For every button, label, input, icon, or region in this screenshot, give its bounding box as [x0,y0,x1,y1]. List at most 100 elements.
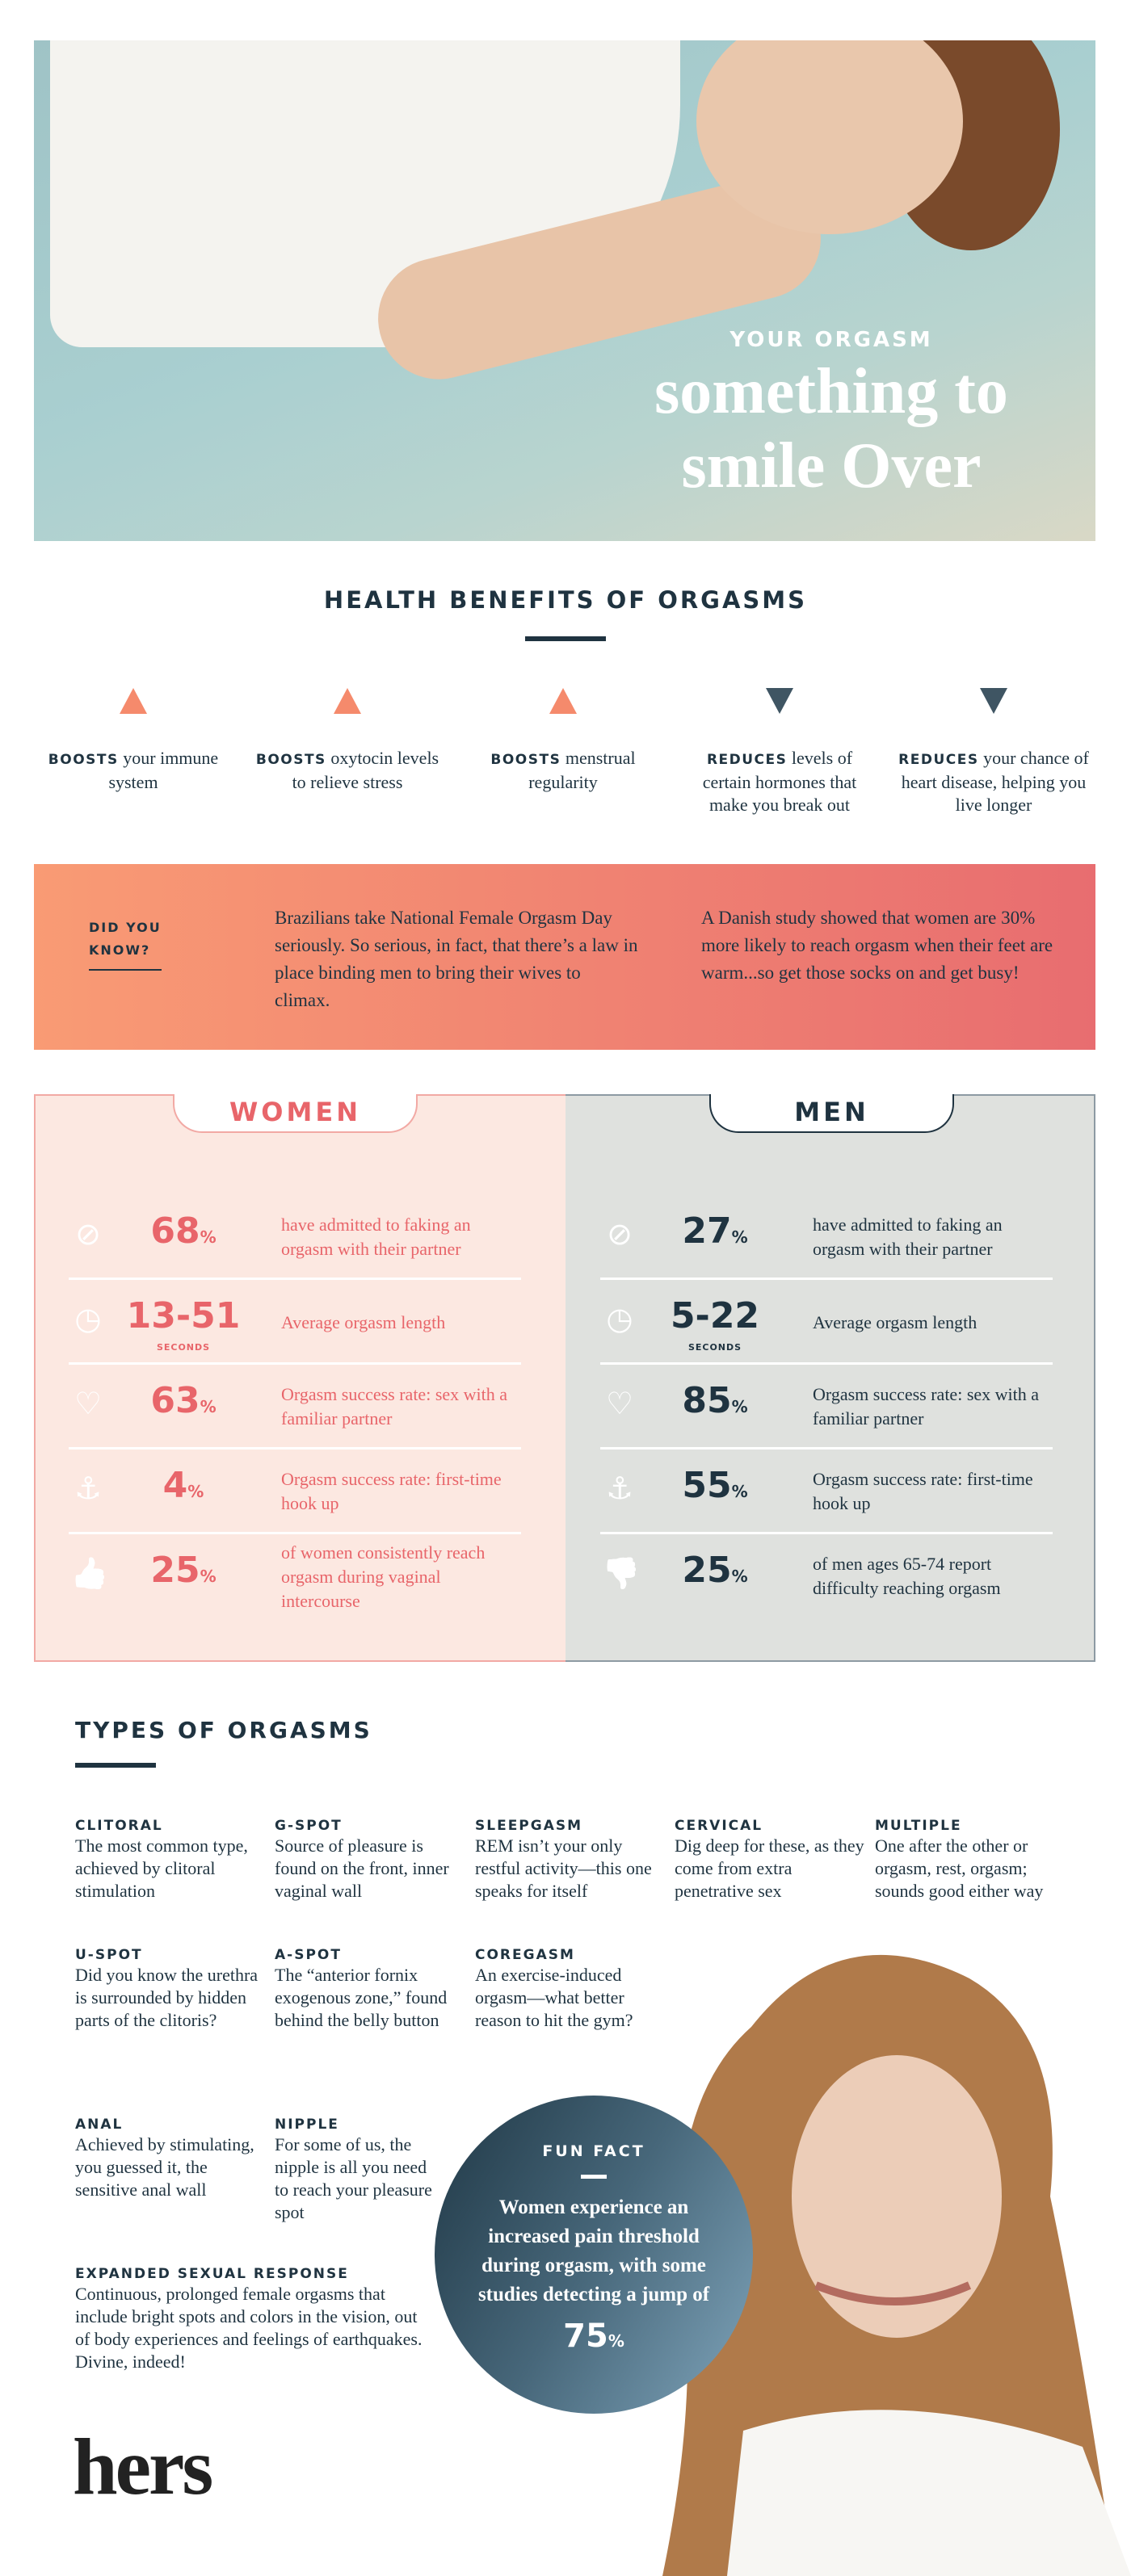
thumbs-down-icon: 👎 [602,1555,637,1591]
fun-fact-text: Women experience an increased pain thres… [477,2196,710,2305]
orgasm-type-name: MULTIPLE [875,1818,962,1834]
anchor-icon: ⚓ [74,1471,103,1506]
fun-fact-label: FUN FACT [542,2142,645,2160]
row-divider [69,1532,521,1534]
fact-2: A Danish study showed that women are 30%… [701,908,1053,983]
orgasm-type-description: The most common type, achieved by clitor… [75,1836,248,1901]
orgasm-type-name: A-SPOT [275,1947,342,1963]
divider [581,2175,607,2179]
stat-description: of men ages 65-74 report difficulty reac… [813,1554,1001,1598]
triangle-down-icon [980,688,1007,714]
row-divider [600,1532,1053,1534]
stat-value: 25% [150,1550,217,1591]
benefit-verb: BOOSTS [255,752,326,768]
stat-unit-label: SECONDS [687,1342,742,1353]
benefit-text: your chance of heart disease, helping yo… [901,748,1089,815]
benefit-item: BOOSTS your immune system [36,747,230,794]
stat-value: 55% [682,1465,748,1506]
orgasm-type-item: A-SPOT The “anterior fornix exogenous zon… [275,1946,465,2032]
row-divider [600,1278,1053,1280]
orgasm-type-description: An exercise-induced orgasm—what better r… [475,1965,633,2030]
divider [525,636,606,641]
did-you-know-banner: DID YOU KNOW? Brazilians take National F… [34,864,1095,1050]
stat-description: Average orgasm length [281,1312,446,1332]
orgasm-type-item: CERVICAL Dig deep for these, as they come… [675,1817,864,1903]
hero-title-line1: something to [654,356,1008,427]
stat-description: have admitted to faking an orgasm with t… [813,1215,1003,1259]
orgasm-type-name: U-SPOT [75,1947,143,1963]
orgasm-type-name: EXPANDED SEXUAL RESPONSE [75,2266,349,2282]
orgasm-type-item: ANAL Achieved by stimulating, you guessed… [75,2116,265,2201]
hero-kicker: YOUR ORGASM [729,328,933,352]
row-divider [69,1278,521,1280]
benefit-verb: REDUCES [706,752,788,768]
clock-icon: ◷ [606,1301,633,1336]
row-divider [69,1362,521,1365]
hero-title-line2: smile Over [681,430,982,501]
hero-banner: YOUR ORGASM something to smile Over [34,40,1095,541]
orgasm-type-item: COREGASM An exercise-induced orgasm—what … [475,1946,665,2032]
women-tab: WOMEN [173,1094,418,1133]
orgasm-type-item: CLITORAL The most common type, achieved b… [75,1817,265,1903]
stat-description: Orgasm success rate: sex with a familiar… [281,1384,508,1429]
stat-description: Orgasm success rate: first-time hook up [813,1469,1033,1513]
orgasm-type-description: Achieved by stimulating, you guessed it,… [75,2134,254,2200]
benefit-item: REDUCES your chance of heart disease, he… [897,747,1091,816]
benefit-text: levels of certain hormones that make you… [702,748,857,815]
stat-description: Orgasm success rate: first-time hook up [281,1469,502,1513]
orgasm-type-name: ANAL [75,2117,124,2133]
types-title: TYPES OF ORGASMS [75,1717,372,1743]
triangle-up-icon [334,688,361,714]
stat-description: have admitted to faking an orgasm with t… [281,1215,471,1259]
stat-value: 63% [150,1380,217,1421]
fun-fact-circle: FUN FACT Women experience an increased p… [435,2096,753,2414]
orgasm-type-item: SLEEPGASM REM isn’t your only restful act… [475,1817,665,1903]
benefit-text: menstrual regularity [528,748,636,792]
no-icon: ⊘ [75,1216,101,1252]
benefit-text: oxytocin levels to relieve stress [292,748,439,792]
men-tab: MEN [709,1094,954,1133]
orgasm-type-item: MULTIPLE One after the other or orgasm, r… [875,1817,1065,1903]
benefit-item: BOOSTS menstrual regularity [466,747,660,794]
heart-icon: ♡ [605,1386,634,1421]
no-icon: ⊘ [607,1216,633,1252]
clock-icon: ◷ [74,1301,102,1336]
women-panel [34,1094,566,1662]
orgasm-type-description: The “anterior fornix exogenous zone,” fo… [275,1965,448,2030]
benefits-title: HEALTH BENEFITS OF ORGASMS [323,586,808,614]
triangle-up-icon [549,688,577,714]
benefit-verb: BOOSTS [48,752,119,768]
fact-1: Brazilians take National Female Orgasm D… [275,908,638,1010]
stat-value: 25% [682,1550,748,1591]
orgasm-type-description: One after the other or orgasm, rest, org… [875,1836,1044,1901]
stat-unit-label: SECONDS [156,1342,211,1353]
stat-value: 27% [682,1210,748,1252]
stat-description: Orgasm success rate: sex with a familiar… [813,1384,1040,1429]
triangle-down-icon [766,688,793,714]
orgasm-type-name: G-SPOT [275,1818,343,1834]
orgasm-type-name: NIPPLE [275,2117,339,2133]
stat-value: 68% [150,1210,217,1252]
divider [89,969,162,971]
stat-value: 4% [162,1465,204,1506]
benefit-text: your immune system [108,748,219,792]
did-you-know-label: DID YOU KNOW? [89,920,162,958]
divider [75,1763,156,1768]
orgasm-type-description: For some of us, the nipple is all you ne… [275,2134,432,2222]
benefit-verb: REDUCES [898,752,979,768]
woman-photo [662,1954,1131,2576]
row-divider [600,1447,1053,1450]
benefit-verb: BOOSTS [490,752,561,768]
orgasm-type-name: COREGASM [475,1947,575,1963]
benefit-item: REDUCES levels of certain hormones that … [683,747,877,816]
orgasm-type-description: Continuous, prolonged female orgasms tha… [75,2284,423,2372]
orgasm-type-description: REM isn’t your only restful activity—thi… [475,1836,652,1901]
orgasm-type-description: Did you know the urethra is surrounded b… [75,1965,259,2030]
row-divider [600,1362,1053,1365]
benefit-item: BOOSTS oxytocin levels to relieve stress [250,747,444,794]
row-divider [69,1447,521,1450]
orgasm-type-description: Source of pleasure is found on the front… [275,1836,449,1901]
men-panel [566,1094,1095,1662]
triangle-up-icon [120,688,147,714]
hero-photo-face [696,40,963,234]
